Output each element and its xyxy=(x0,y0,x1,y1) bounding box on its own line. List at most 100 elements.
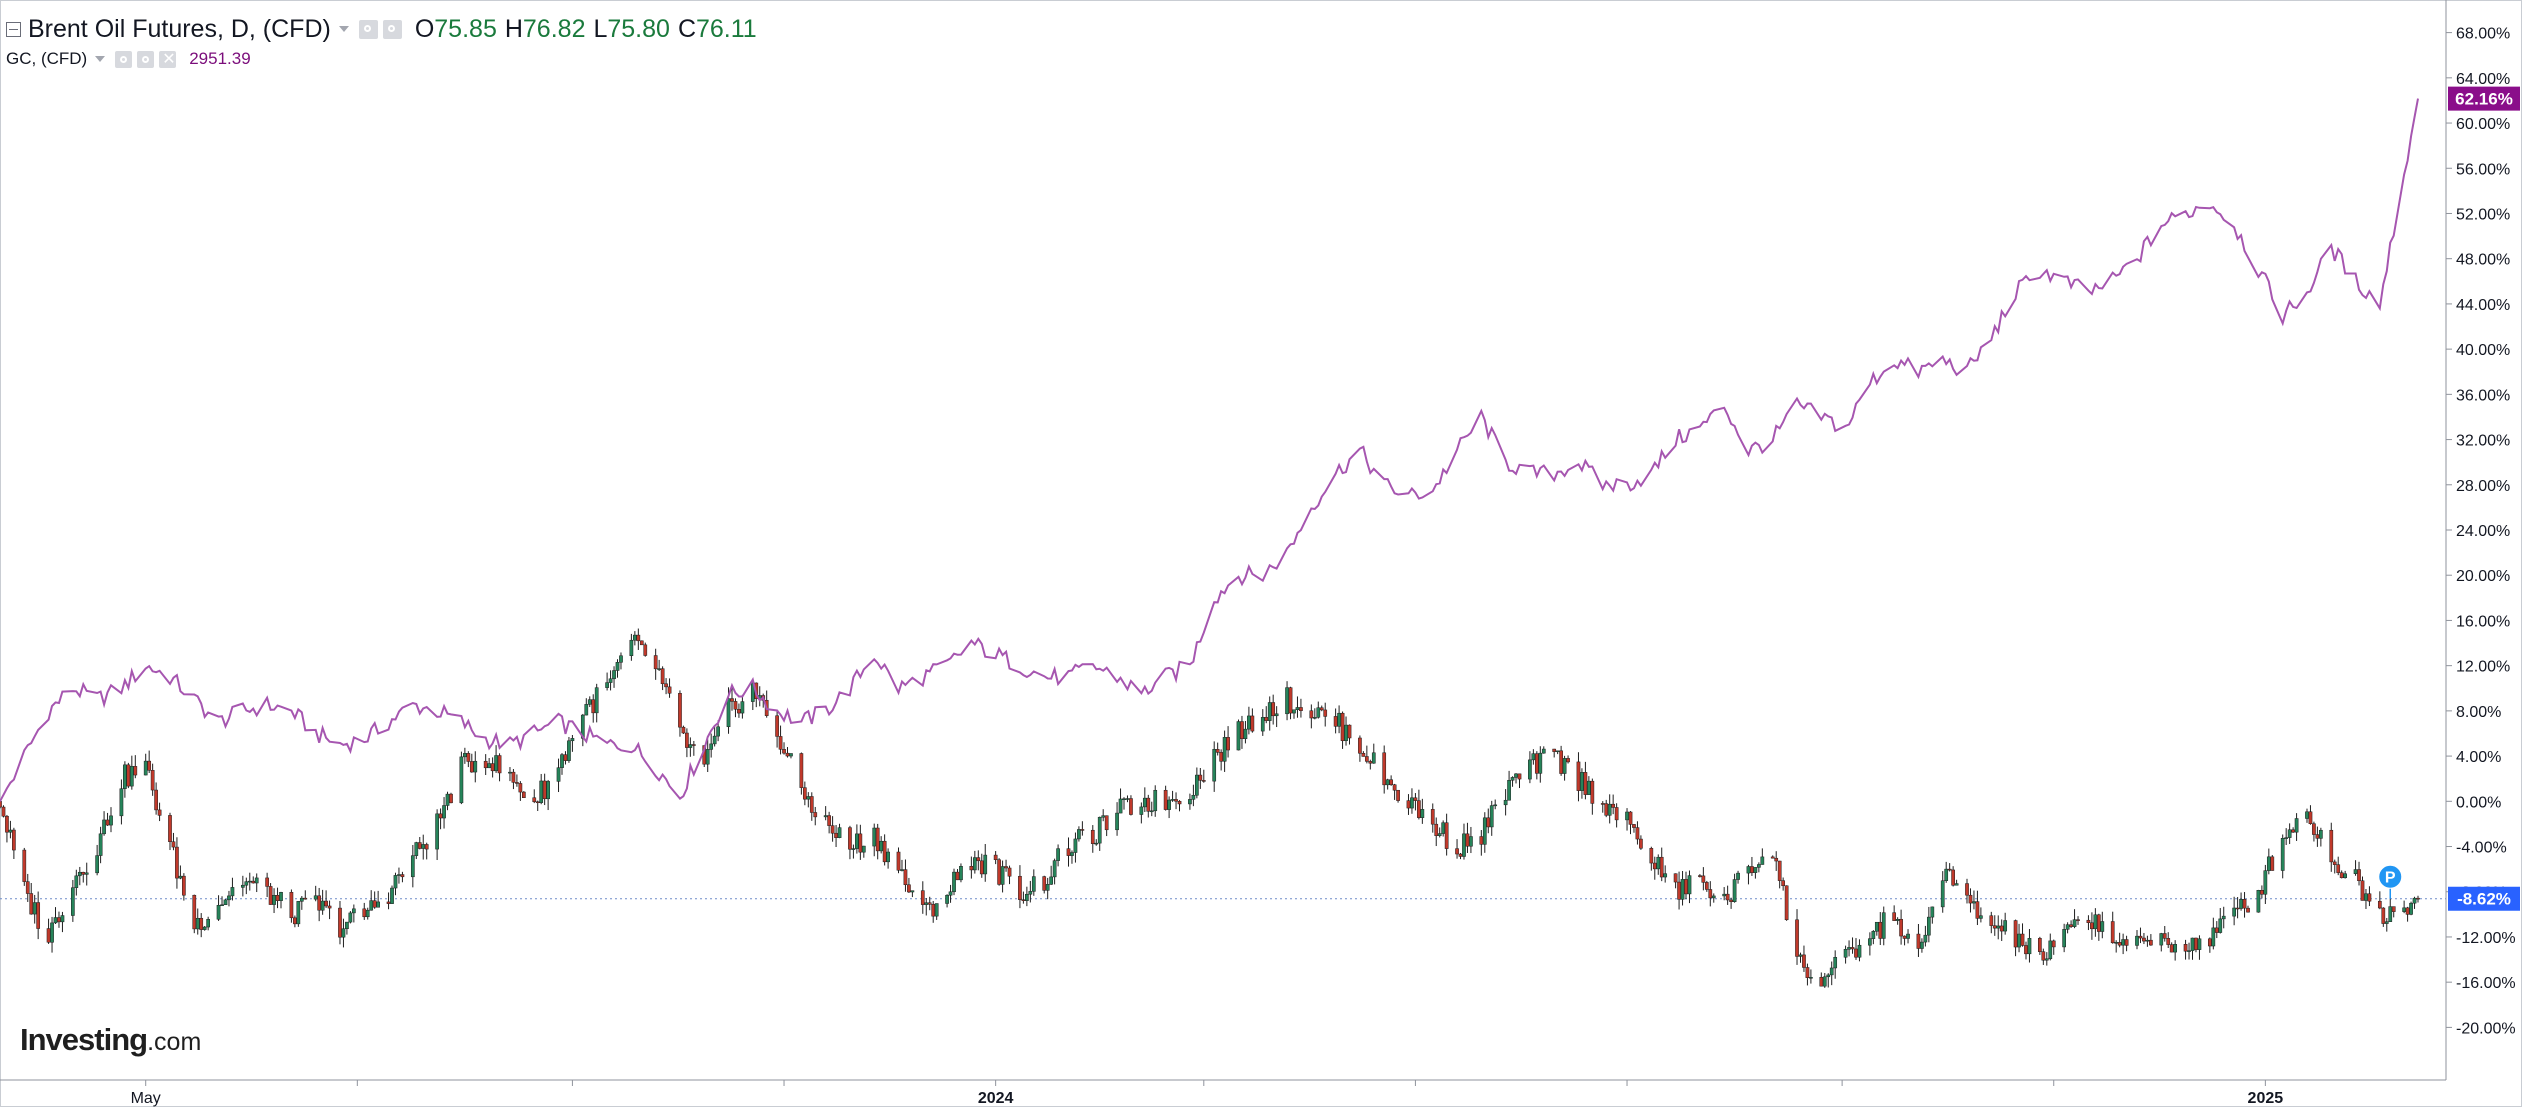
collapse-icon[interactable] xyxy=(6,21,21,37)
candle-body xyxy=(920,890,925,905)
candle-body xyxy=(851,848,856,850)
candle xyxy=(580,713,585,747)
candle xyxy=(1805,963,1810,986)
candle xyxy=(521,791,526,798)
candle xyxy=(2308,805,2313,825)
candle-body xyxy=(216,904,221,920)
candle-body xyxy=(1684,879,1688,895)
candle-body xyxy=(2194,937,2198,950)
candle-body xyxy=(227,895,231,901)
candle xyxy=(254,873,259,893)
gold-line-series[interactable] xyxy=(0,98,2419,802)
candle-body xyxy=(563,754,568,761)
x-axis-ticks[interactable]: May 2024 2025 xyxy=(131,1080,2284,1107)
candle xyxy=(2145,935,2150,947)
candle xyxy=(2069,920,2073,928)
candle xyxy=(352,904,356,923)
candle-body xyxy=(251,880,256,884)
candle-body xyxy=(782,749,786,754)
candle-body xyxy=(1215,749,1220,753)
settings-icon[interactable] xyxy=(115,50,133,68)
candle xyxy=(341,918,346,948)
candle-body xyxy=(1025,893,1029,901)
candle xyxy=(983,844,988,882)
candle xyxy=(1049,865,1054,885)
candle-body xyxy=(1340,712,1345,742)
candle-body xyxy=(612,670,616,680)
brent-candles[interactable] xyxy=(0,628,2420,988)
candle-body xyxy=(1854,948,1858,958)
candle-body xyxy=(737,708,741,714)
chevron-down-icon[interactable] xyxy=(338,26,349,32)
gear-icon[interactable] xyxy=(382,19,402,39)
candle xyxy=(2312,821,2316,842)
candle-body xyxy=(1795,919,1799,957)
candle xyxy=(449,792,453,804)
y-axis-ticks[interactable]: 68.00% 64.00% 60.00% 56.00% 52.00% 48.00% 44.0… xyxy=(2446,26,2516,1038)
candle-body xyxy=(608,678,613,683)
candle xyxy=(1430,803,1435,833)
candle-body xyxy=(1115,812,1119,831)
candle-body xyxy=(2381,907,2386,924)
candle-body xyxy=(1576,761,1581,791)
candle xyxy=(757,686,762,707)
logo-suffix: .com xyxy=(147,1028,202,1056)
candle xyxy=(5,814,9,843)
candle xyxy=(320,889,325,915)
candle xyxy=(2173,940,2178,961)
candle-body xyxy=(1711,895,1716,899)
settings-icon[interactable] xyxy=(358,19,378,39)
candle-body xyxy=(848,827,852,850)
candle xyxy=(1954,879,1959,886)
candle xyxy=(1167,796,1171,819)
candle xyxy=(123,761,127,798)
candle xyxy=(802,781,807,806)
candle xyxy=(2291,827,2295,833)
position-marker[interactable]: P xyxy=(2377,863,2404,899)
candle-body xyxy=(1347,724,1352,739)
candle-body xyxy=(858,833,863,853)
candle xyxy=(1493,799,1498,810)
candle xyxy=(1469,826,1473,854)
candle xyxy=(182,873,186,901)
candle-body xyxy=(1299,707,1303,711)
candle xyxy=(1486,808,1491,834)
y-tick-label: 68.00% xyxy=(2456,26,2510,43)
candle xyxy=(924,897,929,916)
candle-body xyxy=(1528,759,1532,780)
candle-body xyxy=(830,825,835,834)
candle-body xyxy=(2336,864,2341,873)
candle-body xyxy=(449,793,453,804)
candle-body xyxy=(240,884,245,888)
candle xyxy=(1195,767,1199,799)
candle xyxy=(1153,785,1158,817)
candle-body xyxy=(2388,906,2393,922)
candle-body xyxy=(352,908,356,914)
candle-body xyxy=(1611,803,1616,808)
candle-body xyxy=(1503,799,1508,806)
candle xyxy=(2038,936,2042,955)
candle-body xyxy=(1049,876,1054,885)
candle-body xyxy=(29,893,34,915)
candle xyxy=(1926,906,1931,943)
candle xyxy=(993,851,998,865)
candle-body xyxy=(2287,829,2292,838)
candle xyxy=(2051,939,2056,955)
chevron-down-icon[interactable] xyxy=(95,56,106,62)
gear-icon[interactable] xyxy=(137,50,155,68)
candle xyxy=(421,834,426,860)
candle xyxy=(466,751,471,768)
candle-body xyxy=(1614,807,1619,821)
y-tick-label: 4.00% xyxy=(2456,749,2501,766)
candle xyxy=(955,869,960,881)
candle xyxy=(2166,932,2171,948)
candle xyxy=(1757,862,1761,873)
low-label: L xyxy=(593,14,608,43)
candle-body xyxy=(508,771,512,774)
candle xyxy=(32,894,37,924)
close-icon[interactable]: ✕ xyxy=(159,50,177,68)
candle xyxy=(133,755,138,779)
candle xyxy=(608,670,613,691)
candle xyxy=(1028,880,1033,903)
